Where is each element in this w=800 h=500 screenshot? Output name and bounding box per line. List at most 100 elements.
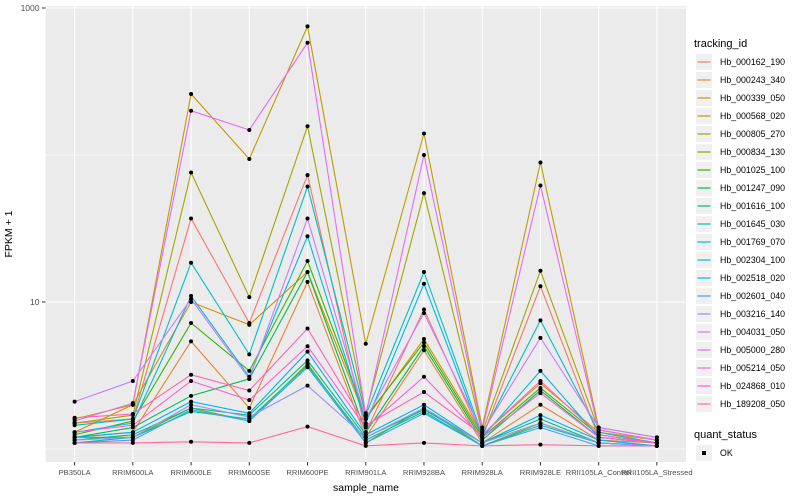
data-point xyxy=(247,352,252,357)
data-point xyxy=(72,415,77,420)
legend-item-Hb_002304_100: Hb_002304_100 xyxy=(696,252,785,268)
data-point xyxy=(305,216,310,221)
x-tick-label: RRIM600PE xyxy=(286,468,328,477)
legend-label: Hb_002518_020 xyxy=(720,273,785,283)
data-point xyxy=(538,368,543,373)
legend-label: Hb_000162_190 xyxy=(720,57,785,67)
data-point xyxy=(247,419,252,424)
legend-item-Hb_005214_050: Hb_005214_050 xyxy=(696,360,785,376)
legend-label: Hb_000805_270 xyxy=(720,129,785,139)
data-point xyxy=(72,438,77,443)
data-point xyxy=(480,432,485,437)
x-tick-label: RRIM901LA xyxy=(345,468,387,477)
data-point xyxy=(305,234,310,239)
data-point xyxy=(421,191,426,196)
data-point xyxy=(305,184,310,189)
data-point xyxy=(189,402,194,407)
legend-item-Hb_024868_010: Hb_024868_010 xyxy=(696,378,785,394)
data-point xyxy=(189,372,194,377)
data-point xyxy=(247,411,252,416)
x-tick-label: RRIM928LA xyxy=(462,468,504,477)
data-point xyxy=(189,170,194,175)
data-point xyxy=(538,391,543,396)
data-point xyxy=(421,374,426,379)
legend-label: Hb_001616_100 xyxy=(720,201,785,211)
legend-label: Hb_002304_100 xyxy=(720,255,785,265)
data-point xyxy=(421,344,426,349)
data-point xyxy=(305,383,310,388)
data-point xyxy=(247,415,252,420)
data-point xyxy=(189,439,194,444)
data-point xyxy=(538,416,543,421)
data-point xyxy=(363,341,368,346)
legend-item-Hb_002601_040: Hb_002601_040 xyxy=(696,288,785,304)
data-point xyxy=(189,407,194,412)
legend-item-Hb_189208_050: Hb_189208_050 xyxy=(696,396,785,412)
data-point xyxy=(654,440,659,445)
data-point xyxy=(363,435,368,440)
data-point xyxy=(538,442,543,447)
legend-item-Hb_001025_100: Hb_001025_100 xyxy=(696,162,785,178)
data-point xyxy=(538,183,543,188)
data-point xyxy=(538,413,543,418)
data-point xyxy=(421,269,426,274)
data-point xyxy=(305,269,310,274)
data-point xyxy=(189,293,194,298)
data-point xyxy=(421,311,426,316)
data-point xyxy=(130,430,135,435)
data-point xyxy=(363,443,368,448)
legend-item-Hb_002518_020: Hb_002518_020 xyxy=(696,270,785,286)
data-point xyxy=(421,406,426,411)
x-tick-label: PB350LA xyxy=(59,468,92,477)
x-tick-label: RRII105LA_Stressed xyxy=(621,468,692,477)
data-point xyxy=(421,307,426,312)
data-point xyxy=(538,160,543,165)
data-point xyxy=(72,440,77,445)
data-point xyxy=(305,40,310,45)
data-point xyxy=(72,423,77,428)
legend-item-Hb_000805_270: Hb_000805_270 xyxy=(696,126,785,142)
quant-point-icon xyxy=(702,451,706,455)
data-point xyxy=(130,401,135,406)
data-point xyxy=(305,24,310,29)
data-point xyxy=(538,335,543,340)
legend-label: Hb_000568_020 xyxy=(720,111,785,121)
data-point xyxy=(363,413,368,418)
legend-label: Hb_001769_070 xyxy=(720,237,785,247)
data-point xyxy=(480,440,485,445)
legend-item-Hb_004031_050: Hb_004031_050 xyxy=(696,324,785,340)
data-point xyxy=(305,259,310,264)
data-point xyxy=(654,443,659,448)
data-point xyxy=(538,425,543,430)
data-point xyxy=(189,320,194,325)
legend-label: Hb_001645_030 xyxy=(720,219,785,229)
data-point xyxy=(421,340,426,345)
data-point xyxy=(130,435,135,440)
legend-label: Hb_001025_100 xyxy=(720,165,785,175)
data-point xyxy=(480,443,485,448)
legend-label: OK xyxy=(720,448,733,458)
legend-item-Hb_000243_340: Hb_000243_340 xyxy=(696,72,785,88)
data-point xyxy=(538,421,543,426)
y-tick-label: 1000 xyxy=(21,3,40,13)
data-point xyxy=(305,349,310,354)
legend-layer: Hb_000162_190 Hb_000243_340 Hb_000339_050 H… xyxy=(696,54,785,461)
data-point xyxy=(480,427,485,432)
data-point xyxy=(130,416,135,421)
x-tick-label: RRIM928LE xyxy=(520,468,561,477)
legend-item-Hb_003216_140: Hb_003216_140 xyxy=(696,306,785,322)
series-layer xyxy=(72,24,659,448)
data-point xyxy=(538,268,543,273)
data-point xyxy=(538,318,543,323)
legend-label: Hb_000834_130 xyxy=(720,147,785,157)
data-point xyxy=(421,153,426,157)
x-tick-label: RRIM600SE xyxy=(228,468,270,477)
legend-item-Hb_000834_130: Hb_000834_130 xyxy=(696,144,785,160)
data-point xyxy=(305,358,310,363)
legend-item-Hb_000568_020: Hb_000568_020 xyxy=(696,108,785,124)
data-point xyxy=(130,379,135,384)
data-point xyxy=(189,379,194,384)
data-point xyxy=(247,322,252,327)
quant-legend-item-OK: OK xyxy=(696,445,733,461)
legend-label: Hb_000339_050 xyxy=(720,93,785,103)
